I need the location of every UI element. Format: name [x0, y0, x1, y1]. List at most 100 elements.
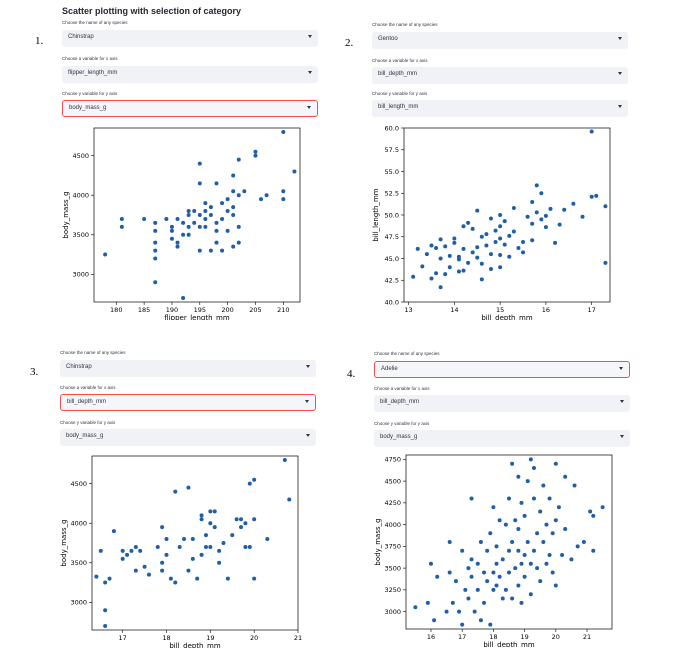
data-point — [173, 580, 178, 585]
y-tick-label: 4500 — [72, 152, 89, 160]
data-point — [534, 210, 539, 215]
x-tick-label: 14 — [450, 306, 458, 314]
data-point — [507, 570, 511, 575]
data-point — [521, 250, 526, 255]
data-point — [484, 232, 489, 237]
x-axis-select[interactable]: flipper_length_mm — [62, 66, 318, 83]
data-point — [470, 250, 475, 255]
data-point — [531, 466, 536, 471]
data-point — [208, 213, 213, 217]
data-point — [528, 592, 533, 597]
y-axis-select[interactable]: body_mass_g — [374, 430, 630, 447]
data-point — [460, 622, 465, 627]
data-point — [168, 576, 173, 581]
data-point — [197, 181, 202, 186]
y-tick-label: 4750 — [384, 456, 401, 464]
data-point — [531, 548, 536, 553]
y-axis-select[interactable]: bill_length_mm — [372, 100, 628, 117]
data-point — [493, 239, 498, 244]
y-tick-label: 3500 — [70, 559, 87, 567]
data-point — [212, 525, 217, 530]
data-point — [214, 228, 219, 233]
caret-down-icon — [306, 365, 310, 368]
data-point — [485, 579, 490, 584]
panel-1: Choose the name of any species Chinstrap… — [62, 20, 322, 320]
data-point — [190, 537, 195, 542]
data-point — [488, 252, 493, 257]
species-select[interactable]: Chinstrap — [60, 360, 316, 377]
data-point — [470, 226, 475, 231]
x-axis-select[interactable]: bill_depth_mm — [372, 67, 628, 84]
data-point — [603, 260, 608, 265]
y-axis-title: bill_length_mm — [372, 188, 380, 241]
data-point — [199, 517, 204, 522]
y-tick-label: 3000 — [384, 608, 401, 616]
data-point — [547, 496, 552, 501]
y-axis-value: body_mass_g — [69, 105, 107, 111]
data-point — [203, 224, 208, 229]
page-title: Scatter plotting with selection of categ… — [62, 6, 242, 16]
data-point — [507, 496, 511, 501]
data-point — [503, 587, 508, 592]
data-point — [186, 485, 191, 490]
data-point — [160, 525, 165, 530]
species-value: Gentoo — [378, 36, 398, 42]
x-tick-label: 20 — [250, 634, 258, 642]
data-point — [516, 246, 521, 251]
panel-number: 3. — [30, 366, 39, 378]
data-point — [535, 531, 540, 536]
y-axis-select[interactable]: body_mass_g — [60, 429, 316, 446]
data-point — [452, 236, 457, 241]
species-select[interactable]: Gentoo — [372, 32, 628, 49]
data-point — [142, 564, 147, 569]
x-axis-select[interactable]: bill_depth_mm — [60, 394, 316, 411]
y-axis-label: Choose y variable for y axis — [374, 421, 430, 426]
data-point — [214, 181, 219, 186]
data-point — [510, 540, 515, 544]
panel-4: Choose the name of any species Adelie Ch… — [374, 351, 634, 647]
data-point — [469, 574, 474, 579]
y-axis-label: Choose y variable for y axis — [60, 420, 116, 425]
y-tick-label: 40.0 — [385, 298, 399, 306]
y-axis-select[interactable]: body_mass_g — [62, 100, 318, 117]
data-point — [516, 474, 521, 479]
data-point — [493, 228, 498, 233]
data-point — [550, 570, 555, 575]
data-point — [600, 505, 605, 510]
data-point — [519, 561, 524, 566]
data-point — [208, 205, 213, 210]
y-tick-label: 4500 — [384, 477, 401, 485]
x-axis-title: bill_depth_mm — [481, 314, 532, 320]
data-point — [225, 209, 230, 214]
data-point — [603, 204, 608, 209]
data-point — [534, 183, 539, 188]
data-point — [447, 265, 452, 270]
y-tick-label: 3250 — [384, 586, 401, 594]
y-tick-label: 47.5 — [385, 233, 399, 241]
data-point — [217, 560, 222, 565]
data-point — [138, 548, 143, 553]
data-point — [182, 537, 187, 542]
y-tick-label: 3500 — [72, 231, 89, 239]
y-axis-title: body_mass_g — [62, 191, 70, 238]
scatter-plot: 17 18 19 20 21 3000 3500 4000 4500 bill_depth_mm b… — [60, 455, 302, 648]
data-point — [203, 209, 208, 214]
data-point — [197, 248, 202, 253]
panel-number: 4. — [347, 368, 356, 380]
data-point — [525, 214, 530, 219]
data-point — [456, 269, 461, 274]
data-point — [214, 220, 219, 225]
data-point — [425, 600, 430, 605]
x-axis-select[interactable]: bill_depth_mm — [374, 395, 630, 412]
data-point — [98, 548, 103, 553]
species-select[interactable]: Adelie — [374, 361, 630, 378]
x-tick-label: 190 — [166, 306, 178, 314]
species-select[interactable]: Chinstrap — [62, 30, 318, 47]
caret-down-icon — [618, 37, 622, 40]
data-point — [550, 531, 555, 536]
data-point — [281, 129, 286, 134]
species-value: Chinstrap — [68, 34, 94, 40]
species-label: Choose the name of any species — [372, 22, 438, 27]
data-point — [447, 540, 452, 544]
data-point — [450, 600, 455, 605]
